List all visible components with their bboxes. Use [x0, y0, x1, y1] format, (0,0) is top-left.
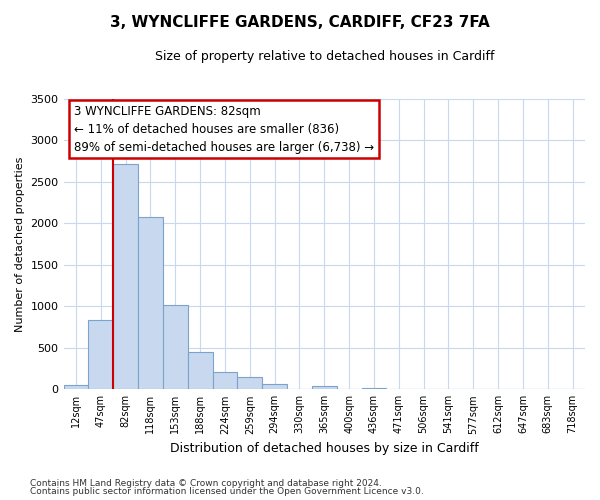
Bar: [64, 384, 88, 390]
Bar: [138, 217, 163, 390]
Title: Size of property relative to detached houses in Cardiff: Size of property relative to detached ho…: [155, 50, 494, 63]
X-axis label: Distribution of detached houses by size in Cardiff: Distribution of detached houses by size …: [170, 442, 479, 455]
Text: Contains public sector information licensed under the Open Government Licence v3: Contains public sector information licen…: [30, 487, 424, 496]
Bar: [262, 384, 287, 390]
Text: Contains HM Land Registry data © Crown copyright and database right 2024.: Contains HM Land Registry data © Crown c…: [30, 478, 382, 488]
Bar: [212, 372, 238, 390]
Text: 3 WYNCLIFFE GARDENS: 82sqm
← 11% of detached houses are smaller (836)
89% of sem: 3 WYNCLIFFE GARDENS: 82sqm ← 11% of deta…: [74, 104, 374, 154]
Bar: [113, 164, 138, 390]
Bar: [88, 320, 113, 390]
Y-axis label: Number of detached properties: Number of detached properties: [15, 156, 25, 332]
Bar: [362, 388, 386, 390]
Text: 3, WYNCLIFFE GARDENS, CARDIFF, CF23 7FA: 3, WYNCLIFFE GARDENS, CARDIFF, CF23 7FA: [110, 15, 490, 30]
Bar: [188, 352, 212, 390]
Bar: [238, 377, 262, 390]
Bar: [163, 306, 188, 390]
Bar: [312, 386, 337, 390]
